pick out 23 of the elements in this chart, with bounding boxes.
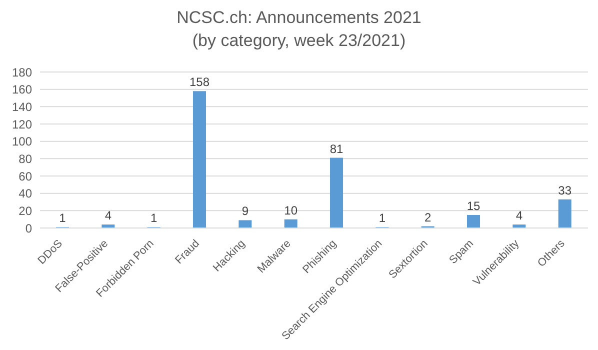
y-tick-label: 120 (12, 117, 32, 132)
data-label: 10 (284, 203, 298, 218)
data-label: 1 (150, 211, 158, 226)
data-label: 4 (104, 208, 112, 223)
data-label: 158 (189, 75, 210, 90)
data-label: 1 (378, 211, 386, 226)
data-label: 81 (330, 142, 344, 156)
y-tick-label: 0 (25, 221, 32, 236)
chart-title: NCSC.ch: Announcements 2021 (by category, week 23/2021) (176, 7, 422, 52)
data-label: 33 (558, 183, 572, 198)
y-tick-label: 160 (12, 82, 32, 97)
data-label: 1 (59, 211, 66, 226)
y-tick-label: 60 (18, 169, 32, 184)
y-tick-label: 140 (12, 100, 32, 114)
y-tick-label: 40 (18, 186, 32, 201)
y-tick-label: 20 (18, 204, 32, 218)
y-tick-label: 100 (12, 134, 32, 149)
y-tick-label: 80 (18, 152, 32, 166)
data-label: 2 (424, 210, 432, 224)
data-label: 9 (242, 204, 249, 218)
data-label: 15 (466, 199, 480, 213)
y-tick-label: 180 (12, 65, 32, 80)
data-label: 4 (516, 208, 523, 223)
